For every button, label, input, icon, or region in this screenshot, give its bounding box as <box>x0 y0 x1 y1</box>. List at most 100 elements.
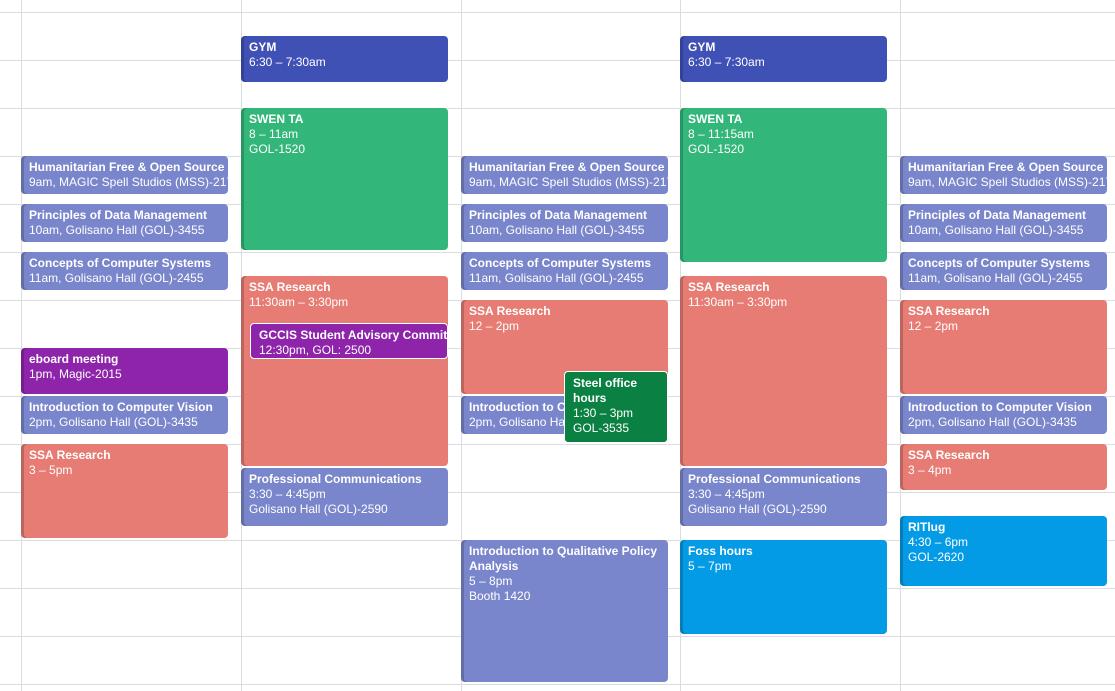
event[interactable]: Concepts of Computer Systems 11am, Golisa… <box>461 252 668 290</box>
event-title: Introduction to Computer Vision <box>29 400 213 414</box>
hour-line <box>0 12 1115 13</box>
event[interactable]: Humanitarian Free & Open Source Sc 9am, M… <box>21 156 228 194</box>
hour-line <box>0 444 1115 445</box>
event-detail: 5 – 7pm <box>688 559 732 573</box>
event-detail: 3:30 – 4:45pm <box>249 487 326 501</box>
event[interactable]: GYM 6:30 – 7:30am <box>241 36 448 82</box>
event[interactable]: SSA Research 12 – 2pm <box>900 300 1107 394</box>
event-detail: Golisano Hall (GOL)-2590 <box>249 502 388 516</box>
event-detail: 9am, MAGIC Spell Studios (MSS)-217 <box>469 175 668 189</box>
event-detail: 4:30 – 6pm <box>908 535 969 549</box>
event[interactable]: Concepts of Computer Systems 11am, Golisa… <box>900 252 1107 290</box>
event-detail: 3 – 4pm <box>908 463 952 477</box>
event-title: Foss hours <box>688 544 753 558</box>
event-title: GYM <box>688 40 716 54</box>
event-title: Humanitarian Free & Open Source Sc <box>29 160 228 174</box>
event-title: SSA Research <box>469 304 551 318</box>
event-title: SWEN TA <box>249 112 304 126</box>
event-title: Introduction to Computer Vision <box>908 400 1092 414</box>
event-title: SSA Research <box>29 448 111 462</box>
event[interactable]: RITlug 4:30 – 6pm GOL-2620 <box>900 516 1107 586</box>
event-title: Humanitarian Free & Open Source So <box>469 160 668 174</box>
event[interactable]: Humanitarian Free & Open Source So 9am, M… <box>461 156 668 194</box>
event[interactable]: SSA Research 3 – 5pm <box>21 444 228 538</box>
hour-line <box>0 108 1115 109</box>
event[interactable]: Professional Communications 3:30 – 4:45pm… <box>241 468 448 526</box>
event-title: Steel office hours <box>573 376 638 405</box>
event[interactable]: GCCIS Student Advisory Committe 12:30pm, … <box>250 323 448 359</box>
event-detail: 12:30pm, GOL: 2500 <box>259 343 372 357</box>
event-detail: 11:30am – 3:30pm <box>249 295 349 309</box>
event-detail: Booth 1420 <box>469 589 531 603</box>
event[interactable]: SSA Research 11:30am – 3:30pm <box>680 276 887 466</box>
event-title: SWEN TA <box>688 112 743 126</box>
event-title: RITlug <box>908 520 946 534</box>
event[interactable]: SSA Research 3 – 4pm <box>900 444 1107 490</box>
event-title: GYM <box>249 40 277 54</box>
event-detail: GOL-1520 <box>688 142 745 156</box>
event-title: GCCIS Student Advisory Committe <box>259 328 448 342</box>
event-detail: 9am, MAGIC Spell Studios (MSS)-217 <box>29 175 228 189</box>
event-title: Humanitarian Free & Open Source So <box>908 160 1107 174</box>
event-title: Principles of Data Management <box>29 208 208 222</box>
hour-line <box>0 684 1115 685</box>
event-detail: GOL-3535 <box>573 421 630 435</box>
event-detail: 10am, Golisano Hall (GOL)-3455 <box>908 223 1084 237</box>
event-detail: 11:30am – 3:30pm <box>688 295 788 309</box>
event-detail: 9am, MAGIC Spell Studios (MSS)-217 <box>908 175 1107 189</box>
event-detail: 5 – 8pm <box>469 574 513 588</box>
event-detail: 1pm, Magic-2015 <box>29 367 122 381</box>
event-title: Introduction to Qualitative Policy Analy… <box>469 544 658 573</box>
event-title: SSA Research <box>688 280 770 294</box>
event-detail: 11am, Golisano Hall (GOL)-2455 <box>908 271 1083 285</box>
event[interactable]: Principles of Data Management 10am, Golis… <box>461 204 668 242</box>
event-title: Principles of Data Management <box>469 208 648 222</box>
event-detail: 12 – 2pm <box>908 319 959 333</box>
event[interactable]: Steel office hours 1:30 – 3pm GOL-3535 <box>564 371 668 443</box>
event-title: Introduction to Co <box>469 400 573 414</box>
event-detail: 8 – 11am <box>249 127 299 141</box>
event-detail: 3 – 5pm <box>29 463 73 477</box>
event-title: Concepts of Computer Systems <box>469 256 652 270</box>
event-detail: 2pm, Golisano Hall (GOL)-3435 <box>908 415 1077 429</box>
event-detail: 2pm, Golisano Hall <box>469 415 571 429</box>
event-title: SSA Research <box>908 448 990 462</box>
day-line <box>21 0 22 691</box>
event[interactable]: Principles of Data Management 10am, Golis… <box>900 204 1107 242</box>
hour-line <box>0 492 1115 493</box>
event-title: Professional Communications <box>688 472 861 486</box>
event-detail: 11am, Golisano Hall (GOL)-2455 <box>29 271 204 285</box>
event[interactable]: eboard meeting 1pm, Magic-2015 <box>21 348 228 394</box>
event-title: eboard meeting <box>29 352 119 366</box>
event-title: Principles of Data Management <box>908 208 1087 222</box>
event-title: Concepts of Computer Systems <box>908 256 1091 270</box>
event-detail: Golisano Hall (GOL)-2590 <box>688 502 827 516</box>
event[interactable]: Principles of Data Management 10am, Golis… <box>21 204 228 242</box>
event-title: SSA Research <box>908 304 990 318</box>
event[interactable]: Introduction to Computer Vision 2pm, Goli… <box>21 396 228 434</box>
event[interactable]: Concepts of Computer Systems 11am, Golisa… <box>21 252 228 290</box>
event-detail: 8 – 11:15am <box>688 127 754 141</box>
event-detail: 1:30 – 3pm <box>573 406 634 420</box>
event-detail: 12 – 2pm <box>469 319 520 333</box>
event[interactable]: SWEN TA 8 – 11:15am GOL-1520 <box>680 108 887 262</box>
event-detail: GOL-1520 <box>249 142 306 156</box>
event[interactable]: Professional Communications 3:30 – 4:45pm… <box>680 468 887 526</box>
event-detail: 3:30 – 4:45pm <box>688 487 765 501</box>
event[interactable]: SSA Research 11:30am – 3:30pm <box>241 276 448 466</box>
event[interactable]: GYM 6:30 – 7:30am <box>680 36 887 82</box>
event-title: SSA Research <box>249 280 331 294</box>
hour-line <box>0 60 1115 61</box>
event[interactable]: Introduction to Computer Vision 2pm, Goli… <box>900 396 1107 434</box>
event-detail: GOL-2620 <box>908 550 965 564</box>
event[interactable]: SWEN TA 8 – 11am GOL-1520 <box>241 108 448 250</box>
event-detail: 6:30 – 7:30am <box>688 55 765 69</box>
event-detail: 10am, Golisano Hall (GOL)-3455 <box>29 223 205 237</box>
event[interactable]: Foss hours 5 – 7pm <box>680 540 887 634</box>
event-detail: 10am, Golisano Hall (GOL)-3455 <box>469 223 645 237</box>
event[interactable]: Introduction to Qualitative Policy Analy… <box>461 540 668 682</box>
event[interactable]: Humanitarian Free & Open Source So 9am, M… <box>900 156 1107 194</box>
event-detail: 6:30 – 7:30am <box>249 55 326 69</box>
event-detail: 11am, Golisano Hall (GOL)-2455 <box>469 271 644 285</box>
